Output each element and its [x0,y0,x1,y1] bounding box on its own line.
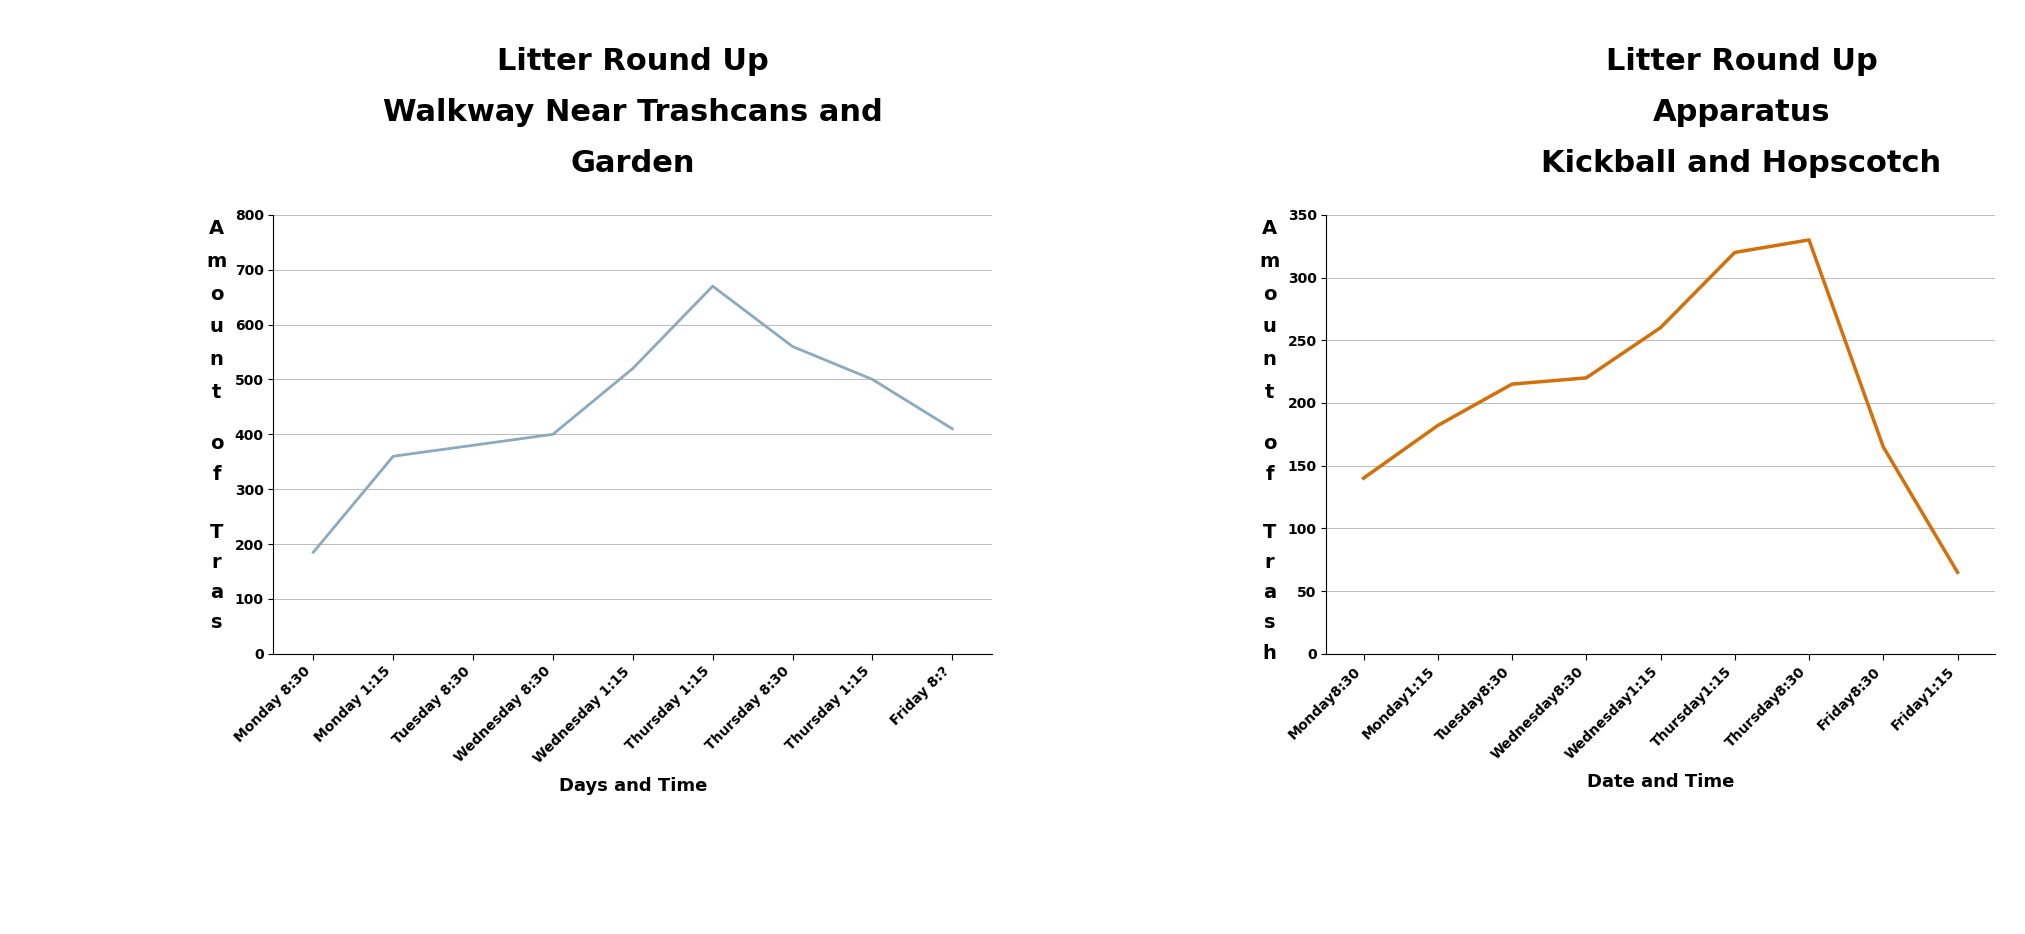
Text: Garden: Garden [571,149,695,178]
Text: Kickball and Hopscotch: Kickball and Hopscotch [1541,149,1942,178]
X-axis label: Days and Time: Days and Time [559,777,707,795]
Text: Apparatus: Apparatus [1652,98,1831,127]
Text: t: t [1266,383,1274,402]
Text: Litter Round Up: Litter Round Up [496,47,770,76]
Text: Walkway Near Trashcans and: Walkway Near Trashcans and [383,98,883,127]
Text: f: f [213,465,221,484]
Text: m: m [207,252,227,271]
Text: r: r [1266,553,1274,572]
Text: a: a [1264,583,1276,601]
Text: n: n [1264,350,1276,369]
Text: o: o [211,285,223,304]
Text: r: r [213,553,221,572]
Text: o: o [211,434,223,453]
Text: T: T [211,523,223,542]
X-axis label: Date and Time: Date and Time [1588,773,1733,791]
Text: f: f [1266,465,1274,484]
Text: Litter Round Up: Litter Round Up [1606,47,1877,76]
Text: t: t [213,383,221,402]
Text: T: T [1264,523,1276,542]
Text: m: m [1260,252,1280,271]
Text: u: u [211,318,223,336]
Text: s: s [211,613,223,631]
Text: s: s [1264,613,1276,631]
Text: A: A [1262,219,1278,238]
Text: h: h [1264,644,1276,663]
Text: o: o [1264,285,1276,304]
Text: o: o [1264,434,1276,453]
Text: a: a [211,583,223,601]
Text: n: n [211,350,223,369]
Text: u: u [1264,318,1276,336]
Text: A: A [209,219,225,238]
